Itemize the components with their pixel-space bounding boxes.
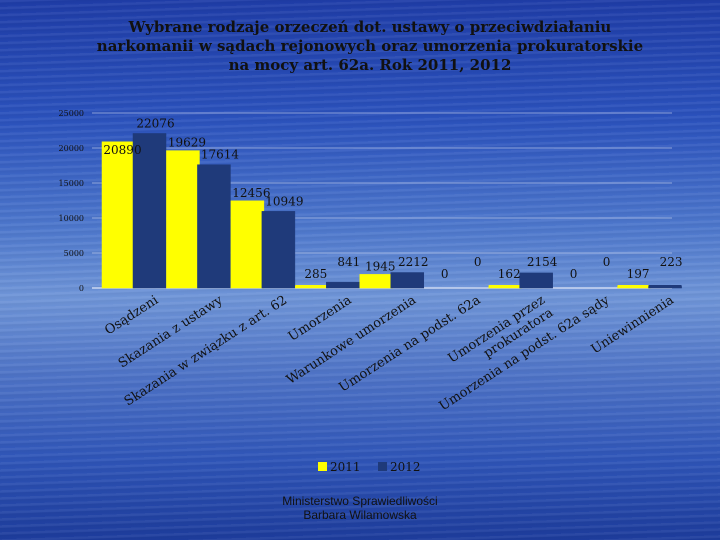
data-label-2012-1: 17614 <box>201 148 240 162</box>
bar-2012-3 <box>326 281 360 289</box>
bar-2012-2 <box>261 211 296 289</box>
legend-swatch-2012 <box>378 462 387 471</box>
data-label-2012-6: 2154 <box>527 255 558 269</box>
data-label-2012-5: 0 <box>474 255 482 269</box>
footer-institution: Ministerstwo Sprawiedliwości <box>282 494 438 508</box>
data-label-2012-3: 841 <box>337 255 360 269</box>
data-label-2011-4: 1945 <box>365 259 396 273</box>
category-label-line: Osądzeni <box>102 293 161 339</box>
footer-author: Barbara Wilamowska <box>303 508 417 522</box>
bar-floor-2011-6 <box>488 285 522 288</box>
data-label-2011-3: 285 <box>304 267 327 281</box>
footer: Ministerstwo Sprawiedliwości Barbara Wil… <box>250 494 470 522</box>
bar-2011-0 <box>101 141 136 289</box>
bar-2012-1 <box>197 164 231 289</box>
y-tick-label: 15000 <box>59 179 84 188</box>
y-tick-label: 0 <box>79 284 84 293</box>
legend-label-2012: 2012 <box>390 460 421 474</box>
category-label-line: Skazania z ustawy <box>116 292 226 371</box>
data-label-2012-8: 223 <box>660 255 683 269</box>
data-label-2012-0: 22076 <box>136 116 174 130</box>
bar-floor-2011-8 <box>617 285 651 288</box>
data-label-2011-8: 197 <box>627 267 650 281</box>
bar-2012-0 <box>132 133 167 289</box>
data-label-2011-1: 19629 <box>168 136 206 150</box>
bar-2012-6 <box>519 272 553 289</box>
y-axis-ticks: 0 5000 10000 15000 20000 25000 <box>59 109 84 293</box>
y-tick-label: 20000 <box>59 144 84 153</box>
data-label-2011-2: 12456 <box>232 186 270 200</box>
bar-2011-1 <box>166 150 200 289</box>
data-label-2011-6: 162 <box>498 267 521 281</box>
data-label-2012-2: 10949 <box>265 194 303 208</box>
bars <box>101 133 682 289</box>
y-tick-label: 25000 <box>59 109 84 118</box>
bar-2011-4 <box>359 274 394 289</box>
bar-floor-2012-8 <box>648 285 682 288</box>
data-label-2011-5: 0 <box>441 267 449 281</box>
data-label-2012-4: 2212 <box>398 255 429 269</box>
category-label-0: Osądzeni <box>102 293 161 339</box>
data-label-2012-7: 0 <box>603 255 611 269</box>
bar-floor-2011-3 <box>295 285 329 288</box>
bar-2011-2 <box>230 200 265 289</box>
legend-swatch-2011 <box>318 462 327 471</box>
data-label-2011-7: 0 <box>570 267 578 281</box>
data-label-2011-0: 20890 <box>103 143 141 157</box>
bar-2012-4 <box>390 272 425 289</box>
legend-label-2011: 2011 <box>330 460 361 474</box>
y-tick-label: 10000 <box>59 214 84 223</box>
y-tick-label: 5000 <box>64 249 84 258</box>
chart-title: Wybrane rodzaje orzeczeń dot. ustawy o p… <box>96 18 644 74</box>
category-label-1: Skazania z ustawy <box>116 292 226 371</box>
legend: 2011 2012 <box>318 460 421 474</box>
